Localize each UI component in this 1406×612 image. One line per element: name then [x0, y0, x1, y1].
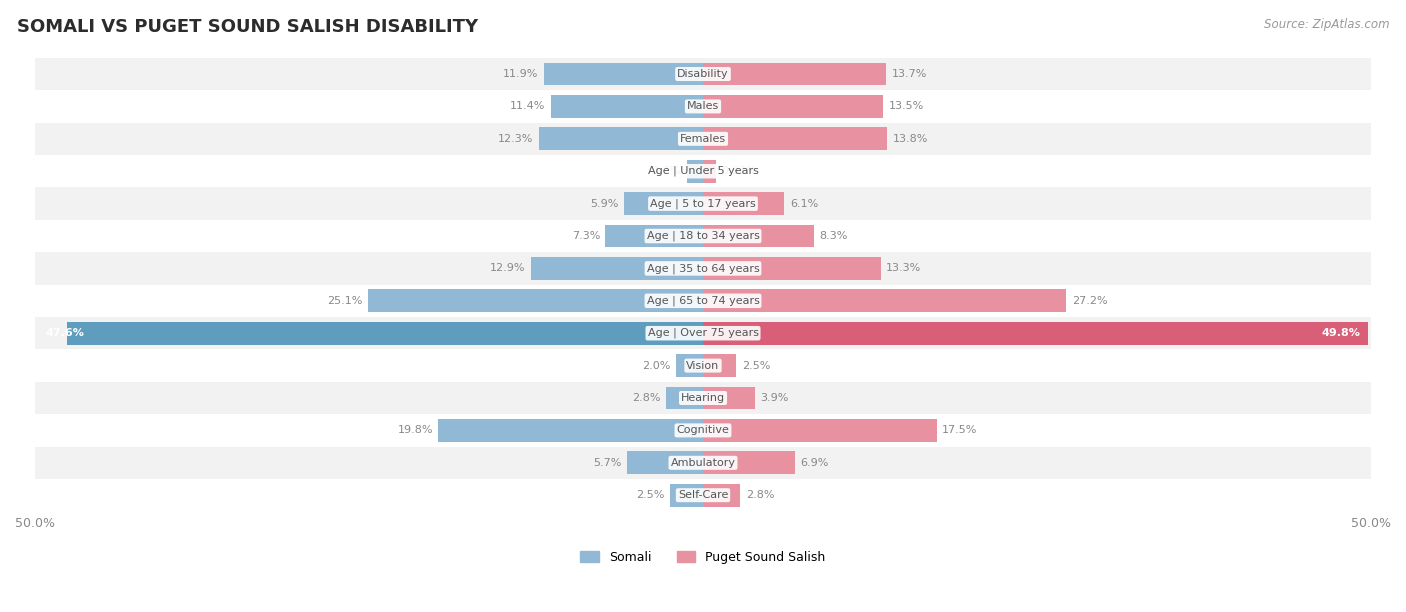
Text: Vision: Vision [686, 360, 720, 371]
Text: Females: Females [681, 134, 725, 144]
Text: Source: ZipAtlas.com: Source: ZipAtlas.com [1264, 18, 1389, 31]
Bar [703, 127, 887, 150]
Text: Age | 65 to 74 years: Age | 65 to 74 years [647, 296, 759, 306]
Text: Age | 5 to 17 years: Age | 5 to 17 years [650, 198, 756, 209]
Text: 13.3%: 13.3% [886, 263, 921, 274]
Bar [703, 257, 880, 280]
Bar [627, 452, 703, 474]
Text: 13.8%: 13.8% [893, 134, 928, 144]
Text: 12.9%: 12.9% [489, 263, 526, 274]
Text: 2.8%: 2.8% [745, 490, 775, 500]
Bar [35, 155, 1371, 187]
Bar [551, 95, 703, 118]
Text: 17.5%: 17.5% [942, 425, 977, 435]
Bar [669, 484, 703, 507]
Bar [35, 317, 1371, 349]
Bar [624, 192, 703, 215]
Bar [35, 122, 1371, 155]
Bar [676, 354, 703, 377]
Text: 0.97%: 0.97% [721, 166, 756, 176]
Text: 13.5%: 13.5% [889, 102, 924, 111]
Text: 27.2%: 27.2% [1071, 296, 1108, 306]
Bar [35, 187, 1371, 220]
Bar [703, 192, 785, 215]
Bar [703, 95, 883, 118]
Text: Males: Males [688, 102, 718, 111]
Bar [439, 419, 703, 442]
Text: SOMALI VS PUGET SOUND SALISH DISABILITY: SOMALI VS PUGET SOUND SALISH DISABILITY [17, 18, 478, 36]
Text: 3.9%: 3.9% [761, 393, 789, 403]
Text: 8.3%: 8.3% [820, 231, 848, 241]
Bar [35, 414, 1371, 447]
Bar [703, 322, 1368, 345]
Text: Cognitive: Cognitive [676, 425, 730, 435]
Text: 11.4%: 11.4% [510, 102, 546, 111]
Text: Hearing: Hearing [681, 393, 725, 403]
Bar [703, 452, 796, 474]
Bar [538, 127, 703, 150]
Text: 13.7%: 13.7% [891, 69, 927, 79]
Text: Self-Care: Self-Care [678, 490, 728, 500]
Text: 7.3%: 7.3% [572, 231, 600, 241]
Bar [703, 225, 814, 247]
Text: Age | 18 to 34 years: Age | 18 to 34 years [647, 231, 759, 241]
Text: 12.3%: 12.3% [498, 134, 533, 144]
Bar [35, 479, 1371, 512]
Text: 25.1%: 25.1% [328, 296, 363, 306]
Text: Ambulatory: Ambulatory [671, 458, 735, 468]
Bar [530, 257, 703, 280]
Bar [35, 447, 1371, 479]
Bar [703, 354, 737, 377]
Bar [35, 252, 1371, 285]
Text: Age | Over 75 years: Age | Over 75 years [648, 328, 758, 338]
Bar [35, 220, 1371, 252]
Bar [67, 322, 703, 345]
Bar [703, 419, 936, 442]
Bar [606, 225, 703, 247]
Text: 1.2%: 1.2% [654, 166, 682, 176]
Text: 6.9%: 6.9% [800, 458, 830, 468]
Bar [367, 289, 703, 312]
Text: 2.5%: 2.5% [636, 490, 664, 500]
Bar [703, 160, 716, 182]
Bar [703, 387, 755, 409]
Text: 19.8%: 19.8% [398, 425, 433, 435]
Legend: Somali, Puget Sound Salish: Somali, Puget Sound Salish [581, 551, 825, 564]
Text: 11.9%: 11.9% [503, 69, 538, 79]
Bar [35, 285, 1371, 317]
Text: Age | 35 to 64 years: Age | 35 to 64 years [647, 263, 759, 274]
Text: 5.7%: 5.7% [593, 458, 621, 468]
Bar [544, 62, 703, 86]
Bar [703, 484, 741, 507]
Bar [703, 289, 1066, 312]
Text: 2.8%: 2.8% [631, 393, 661, 403]
Text: 2.0%: 2.0% [643, 360, 671, 371]
Bar [35, 349, 1371, 382]
Text: 6.1%: 6.1% [790, 199, 818, 209]
Bar [665, 387, 703, 409]
Bar [703, 62, 886, 86]
Text: 2.5%: 2.5% [742, 360, 770, 371]
Text: Disability: Disability [678, 69, 728, 79]
Bar [688, 160, 703, 182]
Text: Age | Under 5 years: Age | Under 5 years [648, 166, 758, 176]
Bar [35, 90, 1371, 122]
Bar [35, 58, 1371, 90]
Text: 47.6%: 47.6% [45, 328, 84, 338]
Bar [35, 382, 1371, 414]
Text: 49.8%: 49.8% [1322, 328, 1361, 338]
Text: 5.9%: 5.9% [591, 199, 619, 209]
